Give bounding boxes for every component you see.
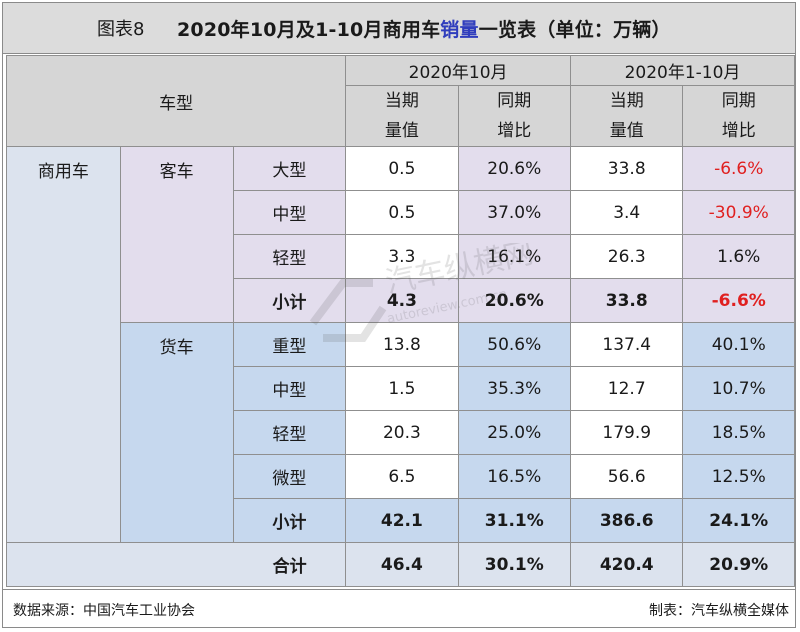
figure-label: 图表8 — [97, 19, 145, 40]
row-type: 中型 — [232, 366, 347, 411]
total-ytd-yoy: 20.9% — [682, 542, 795, 587]
month-yoy: 16.5% — [457, 454, 572, 499]
row-type: 大型 — [232, 146, 347, 191]
month-yoy: 50.6% — [457, 322, 572, 367]
footer: 数据来源：中国汽车工业协会 制表：汽车纵横全媒体 — [3, 589, 795, 628]
header-yoy-line1: 同期 — [497, 91, 532, 111]
total-month-yoy: 30.1% — [457, 542, 572, 587]
title-bar: 图表8 2020年10月及1-10月商用车销量一览表（单位：万辆） — [3, 3, 795, 54]
total-label-text: 合计 — [272, 557, 307, 577]
row-type: 中型 — [232, 190, 347, 235]
month-value: 0.5 — [345, 146, 459, 191]
ytd-value: 33.8 — [570, 146, 684, 191]
row-type: 重型 — [232, 322, 347, 367]
ytd-yoy: 40.1% — [682, 322, 795, 367]
header-cur-line1: 当期 — [384, 91, 419, 111]
subtotal-month-yoy: 20.6% — [457, 278, 572, 323]
row-type: 轻型 — [232, 234, 347, 279]
subtotal-month-value: 4.3 — [345, 278, 459, 323]
month-value: 6.5 — [345, 454, 459, 499]
subtotal-label: 小计 — [232, 498, 347, 543]
category-label: 商用车 — [6, 146, 121, 543]
header-yoy-line1: 同期 — [721, 91, 756, 111]
group-label-bus: 客车 — [119, 146, 234, 323]
month-value: 3.3 — [345, 234, 459, 279]
title-highlight: 销量 — [440, 18, 479, 41]
header-yoy-line2: 增比 — [497, 121, 532, 141]
month-value: 13.8 — [345, 322, 459, 367]
row-type: 微型 — [232, 454, 347, 499]
subtotal-month-yoy: 31.1% — [457, 498, 572, 543]
ytd-value: 179.9 — [570, 410, 684, 455]
ytd-yoy: 12.5% — [682, 454, 795, 499]
title-text-end: 一览表（单位：万辆） — [478, 18, 671, 41]
ytd-yoy: 18.5% — [682, 410, 795, 455]
month-yoy: 16.1% — [457, 234, 572, 279]
subtotal-label: 小计 — [232, 278, 347, 323]
month-value: 20.3 — [345, 410, 459, 455]
month-value: 0.5 — [345, 190, 459, 235]
ytd-value: 137.4 — [570, 322, 684, 367]
header-month-value: 当期 量值 — [345, 85, 459, 147]
total-ytd-value: 420.4 — [570, 542, 684, 587]
header-period-ytd: 2020年1-10月 — [570, 55, 795, 86]
ytd-value: 56.6 — [570, 454, 684, 499]
source-note: 数据来源：中国汽车工业协会 — [13, 603, 195, 619]
title-text-start: 2020年10月及1-10月商用车 — [177, 18, 441, 41]
subtotal-ytd-value: 33.8 — [570, 278, 684, 323]
ytd-value: 12.7 — [570, 366, 684, 411]
subtotal-ytd-yoy: 24.1% — [682, 498, 795, 543]
month-yoy: 25.0% — [457, 410, 572, 455]
ytd-yoy: 1.6% — [682, 234, 795, 279]
header-period-month: 2020年10月 — [345, 55, 572, 86]
header-yoy-line2: 增比 — [721, 121, 756, 141]
subtotal-ytd-yoy: -6.6% — [682, 278, 795, 323]
month-yoy: 20.6% — [457, 146, 572, 191]
maker-note: 制表：汽车纵横全媒体 — [649, 603, 789, 619]
group-label-truck: 货车 — [119, 322, 234, 543]
total-month-value: 46.4 — [345, 542, 459, 587]
ytd-yoy: -30.9% — [682, 190, 795, 235]
header-cur-line2: 量值 — [609, 121, 644, 141]
subtotal-month-value: 42.1 — [345, 498, 459, 543]
header-cur-line1: 当期 — [609, 91, 644, 111]
row-type: 轻型 — [232, 410, 347, 455]
ytd-value: 3.4 — [570, 190, 684, 235]
month-yoy: 37.0% — [457, 190, 572, 235]
header-month-yoy: 同期 增比 — [457, 85, 572, 147]
ytd-value: 26.3 — [570, 234, 684, 279]
month-value: 1.5 — [345, 366, 459, 411]
sales-table: 车型 2020年10月 2020年1-10月 当期量值 同期增比 当期量值 同期… — [5, 55, 795, 587]
header-vehicle-type: 车型 — [5, 55, 347, 147]
header-ytd-value: 当期 量值 — [570, 85, 684, 147]
total-label: 合计 — [5, 542, 347, 587]
month-yoy: 35.3% — [457, 366, 572, 411]
subtotal-ytd-value: 386.6 — [570, 498, 684, 543]
ytd-yoy: -6.6% — [682, 146, 795, 191]
table-title: 2020年10月及1-10月商用车销量一览表（单位：万辆） — [177, 15, 671, 42]
header-ytd-yoy: 同期 增比 — [682, 85, 795, 147]
ytd-yoy: 10.7% — [682, 366, 795, 411]
header-cur-line2: 量值 — [384, 121, 419, 141]
